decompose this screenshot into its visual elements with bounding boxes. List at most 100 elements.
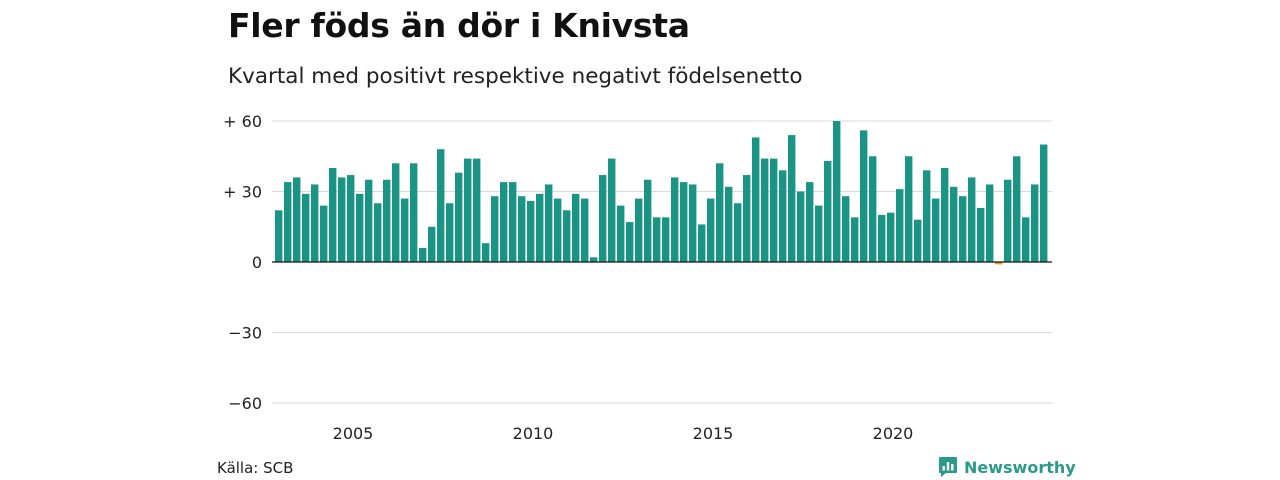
bar: [428, 226, 436, 262]
bar: [671, 177, 679, 262]
bar: [680, 182, 688, 262]
bar: [779, 170, 787, 262]
bar: [932, 198, 940, 262]
bar: [473, 158, 481, 262]
x-axis: 2005 2010 2015 2020: [333, 424, 914, 443]
bar: [419, 247, 427, 262]
bar: [455, 172, 463, 262]
bar: [509, 182, 517, 262]
bar: [887, 212, 895, 262]
bar: [1013, 156, 1021, 262]
bar: [563, 210, 571, 262]
bar: [635, 198, 643, 262]
bar: [806, 182, 814, 262]
bar: [761, 158, 769, 262]
bar: [905, 156, 913, 262]
bar: [923, 170, 931, 262]
bar: [545, 184, 553, 262]
bar: [842, 196, 850, 262]
source-label: Källa: SCB: [217, 459, 294, 477]
bar: [869, 156, 877, 262]
bar: [491, 196, 499, 262]
bar: [599, 175, 607, 262]
bar: [518, 196, 526, 262]
bar: [689, 184, 697, 262]
newsworthy-logo[interactable]: Newsworthy: [938, 456, 1076, 478]
bar-chart: + 60 + 30 0 −30 −60 2005 2010 2015 2020: [223, 112, 1052, 443]
bar: [752, 137, 760, 262]
gridlines: [272, 120, 1052, 404]
bar: [572, 193, 580, 262]
bar: [338, 177, 346, 262]
bar: [797, 191, 805, 262]
chart-title: Fler föds än dör i Knivsta: [228, 6, 690, 45]
bar: [824, 160, 832, 262]
bar: [302, 193, 310, 262]
bar: [383, 179, 391, 262]
bar: [968, 177, 976, 262]
bar: [554, 198, 562, 262]
bar: [437, 149, 445, 262]
y-tick-label: + 60: [223, 112, 262, 131]
bar: [446, 203, 454, 262]
bar: [1031, 184, 1039, 262]
bar: [527, 200, 535, 262]
bar: [653, 217, 661, 262]
bar: [734, 203, 742, 262]
bar: [293, 177, 301, 262]
bar: [725, 186, 733, 262]
bar: [410, 163, 418, 262]
bar: [329, 168, 337, 262]
bar: [347, 175, 355, 262]
bar: [995, 262, 1003, 265]
bar: [1004, 179, 1012, 262]
bar: [743, 175, 751, 262]
bar: [590, 257, 598, 262]
bar: [914, 219, 922, 262]
bar: [950, 186, 958, 262]
bar: [662, 217, 670, 262]
bar: [1022, 217, 1030, 262]
bar-chart-speech-bubble-icon: [939, 457, 957, 477]
bar: [878, 215, 886, 262]
bar: [986, 184, 994, 262]
bar: [311, 184, 319, 262]
x-tick-label: 2010: [513, 424, 554, 443]
x-tick-label: 2020: [873, 424, 914, 443]
bar: [698, 224, 706, 262]
bar: [356, 193, 364, 262]
bar: [959, 196, 967, 262]
bar: [896, 189, 904, 262]
bar: [941, 168, 949, 262]
bar: [1040, 144, 1048, 262]
bar: [608, 158, 616, 262]
y-tick-label: −30: [228, 324, 262, 343]
bar: [581, 198, 589, 262]
bar: [536, 193, 544, 262]
bars: [275, 121, 1048, 265]
bar: [284, 182, 292, 262]
bar: [482, 243, 490, 262]
bar: [320, 205, 328, 262]
bar: [644, 179, 652, 262]
bar: [617, 205, 625, 262]
bar: [977, 207, 985, 262]
bar: [707, 198, 715, 262]
bar: [500, 182, 508, 262]
x-tick-label: 2015: [693, 424, 734, 443]
bar: [851, 217, 859, 262]
bar: [275, 210, 283, 262]
y-tick-label: + 30: [223, 183, 262, 202]
y-axis: + 60 + 30 0 −30 −60: [223, 112, 262, 413]
bar: [770, 158, 778, 262]
bar: [401, 198, 409, 262]
bar: [833, 121, 841, 262]
x-tick-label: 2005: [333, 424, 374, 443]
y-tick-label: −60: [228, 394, 262, 413]
y-tick-label: 0: [252, 253, 262, 272]
bar: [815, 205, 823, 262]
brand-name: Newsworthy: [964, 457, 1076, 477]
bar: [626, 222, 634, 262]
bar: [365, 179, 373, 262]
bar: [374, 203, 382, 262]
